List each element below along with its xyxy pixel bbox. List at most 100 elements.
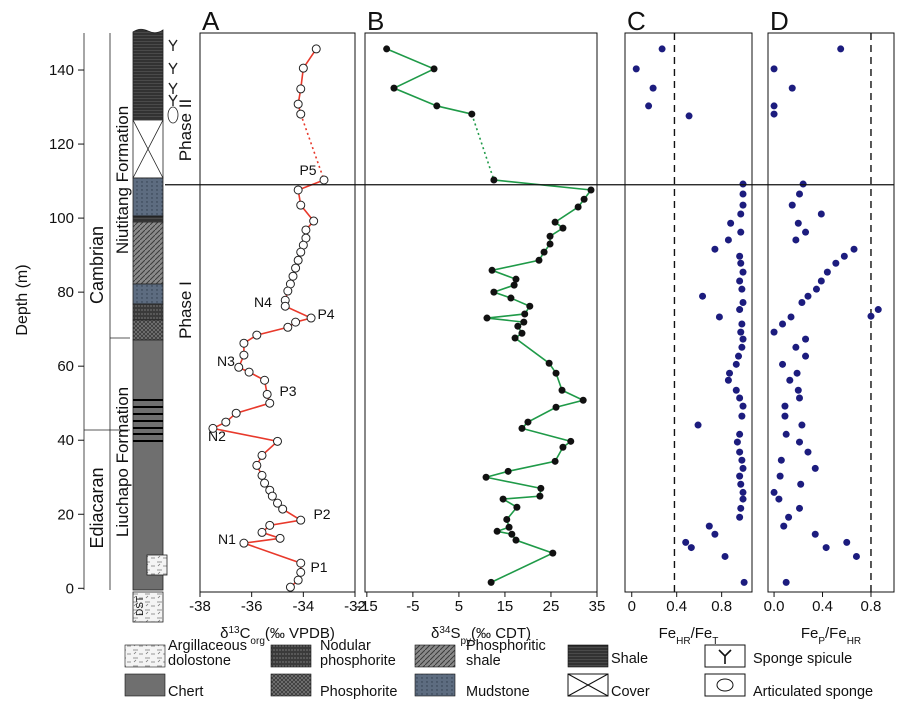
data-point: [511, 334, 519, 342]
x-tick-label: 0.4: [666, 598, 687, 615]
data-point: [296, 247, 306, 257]
x-tick-label: -15: [356, 598, 378, 615]
data-point: [770, 65, 778, 73]
data-point: [508, 530, 516, 538]
data-point: [777, 456, 785, 464]
data-point: [540, 248, 548, 256]
data-point: [739, 464, 747, 472]
x-tick-label: -34: [292, 598, 314, 615]
panel-frame: [624, 32, 753, 593]
data-point: [737, 259, 745, 267]
x-tick-label: -36: [241, 598, 263, 615]
data-point: [293, 575, 303, 585]
x-axis-label-part: HR: [847, 636, 861, 647]
data-point: [280, 301, 290, 311]
data-point: [726, 369, 734, 377]
data-point: [770, 110, 778, 118]
data-point: [649, 84, 657, 92]
legend-label: Shale: [611, 651, 648, 667]
x-axis-label-part: py: [460, 636, 471, 647]
data-point: [738, 456, 746, 464]
data-point: [682, 538, 690, 546]
x-tick-label: 0.8: [861, 598, 882, 615]
strat-column: [83, 28, 179, 623]
y-tick-label: 40: [57, 432, 74, 449]
x-axis-label-part: δ: [431, 625, 439, 642]
data-point: [782, 430, 790, 438]
data-point: [843, 538, 851, 546]
data-point: [260, 478, 270, 488]
point-annotation: P5: [299, 162, 316, 178]
data-point: [390, 84, 398, 92]
legend-label: phosphorite: [320, 653, 396, 669]
legend-symbol: [716, 678, 734, 692]
data-point: [503, 515, 511, 523]
data-point: [549, 549, 557, 557]
data-point: [252, 460, 262, 470]
data-point: [823, 268, 831, 276]
x-tick-label: 0: [628, 598, 636, 615]
data-point: [504, 467, 512, 475]
data-point: [739, 268, 747, 276]
data-point: [505, 523, 513, 531]
data-point: [493, 527, 501, 535]
data-point: [580, 195, 588, 203]
data-point: [775, 495, 783, 503]
x-tick-label: 25: [543, 598, 560, 615]
data-point: [699, 292, 707, 300]
legend-swatch: [124, 644, 166, 668]
data-point: [273, 498, 282, 508]
data-point: [711, 530, 719, 538]
data-point: [785, 513, 793, 521]
panel-frame: [364, 32, 598, 593]
base-label: DST: [135, 596, 146, 616]
data-point: [499, 495, 507, 503]
data-point: [794, 219, 802, 227]
data-point: [715, 313, 723, 321]
data-point: [770, 328, 778, 336]
x-tick-label: 35: [589, 598, 606, 615]
data-point: [239, 338, 249, 348]
data-point: [244, 367, 254, 377]
data-point: [239, 538, 249, 548]
point-annotation: P1: [310, 559, 327, 575]
sponge-spicules: [168, 39, 178, 106]
data-point: [796, 190, 803, 198]
x-axis-label-part: /Fe: [825, 625, 847, 642]
legend-swatch: [270, 644, 312, 668]
data-point: [298, 63, 308, 73]
y-tick-label: 140: [49, 62, 74, 79]
data-point: [507, 294, 515, 302]
phase-label: Phase I: [176, 281, 195, 339]
data-point: [796, 394, 803, 402]
x-tick-label: -38: [189, 598, 211, 615]
dolostone-unit: [146, 554, 168, 576]
data-point: [551, 218, 559, 226]
data-point: [733, 438, 741, 446]
x-axis-label: δ13Corg(‰ VPDB): [220, 625, 335, 647]
data-point: [483, 314, 491, 322]
data-point: [737, 228, 745, 236]
x-axis-label-part: 13: [228, 625, 240, 636]
data-point: [257, 527, 267, 537]
data-point: [802, 335, 810, 343]
data-point: [799, 180, 807, 188]
data-point: [812, 285, 820, 293]
data-point: [488, 266, 496, 274]
legend-swatch: [124, 673, 166, 697]
data-point: [296, 515, 306, 525]
data-point: [296, 109, 306, 119]
data-point: [724, 376, 732, 384]
data-point: [776, 472, 784, 480]
strat-brackets: [83, 33, 130, 590]
data-point: [306, 313, 316, 323]
data-point: [687, 544, 695, 552]
data-point: [309, 216, 319, 226]
data-point: [319, 175, 329, 185]
data-point: [738, 412, 746, 420]
x-tick-label: 15: [497, 598, 514, 615]
x-tick-label: -32: [344, 598, 366, 615]
data-point: [832, 259, 840, 267]
legend-swatch: [414, 644, 456, 668]
data-point: [840, 252, 848, 260]
